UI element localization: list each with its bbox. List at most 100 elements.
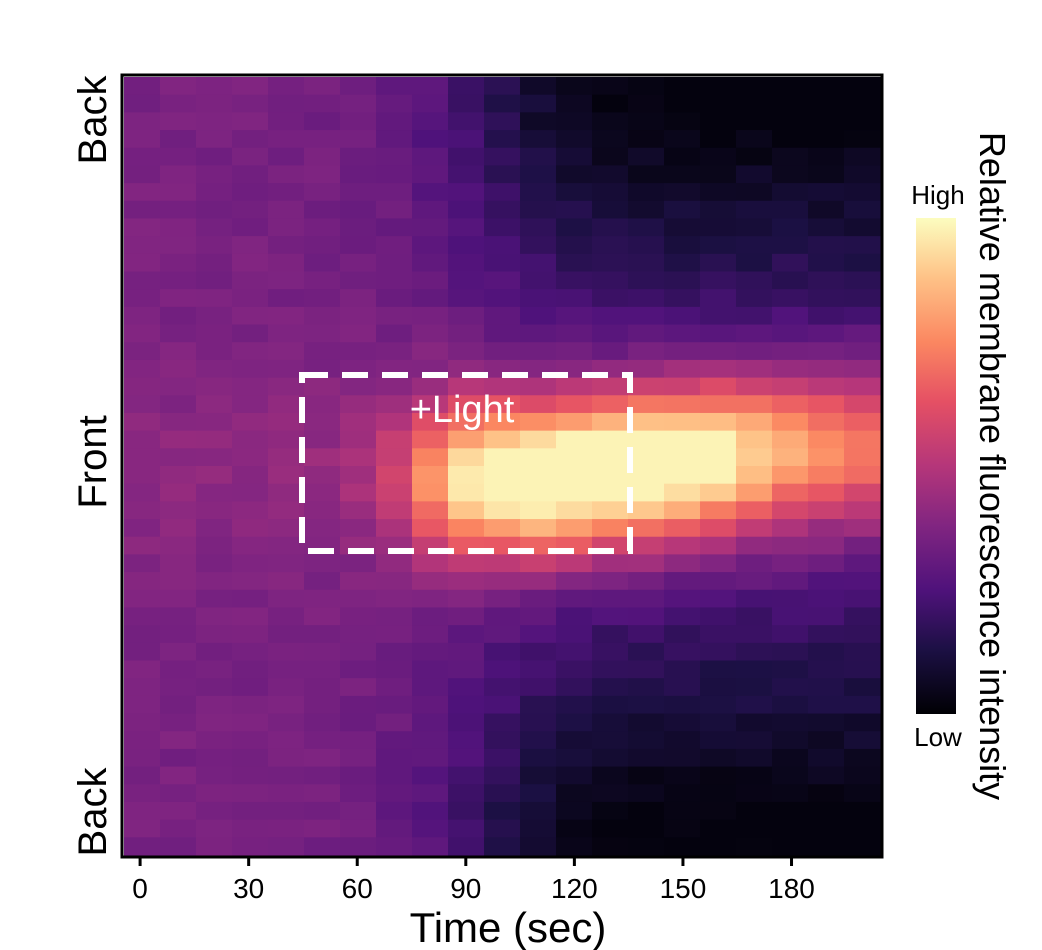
- heatmap-cell: [664, 607, 701, 626]
- heatmap-cell: [340, 324, 377, 343]
- heatmap-cell: [124, 412, 161, 432]
- heatmap-cell: [556, 289, 593, 308]
- heatmap-cell: [556, 412, 593, 432]
- heatmap-cell: [376, 625, 413, 644]
- heatmap-cell: [628, 218, 665, 237]
- heatmap-cell: [412, 342, 449, 361]
- heatmap-cell: [196, 342, 233, 361]
- heatmap-cell: [340, 766, 377, 785]
- heatmap-cell: [232, 200, 269, 220]
- heatmap-cell: [232, 395, 269, 414]
- heatmap-cell: [700, 589, 737, 609]
- heatmap-cell: [844, 501, 881, 520]
- heatmap-cell: [556, 713, 593, 732]
- heatmap-cell: [160, 236, 197, 255]
- heatmap-cell: [268, 324, 305, 343]
- heatmap-cell: [412, 112, 449, 131]
- heatmap-cell: [772, 766, 809, 785]
- heatmap-cell: [412, 130, 449, 149]
- heatmap-cell: [196, 395, 233, 414]
- heatmap-cell: [484, 678, 521, 697]
- heatmap-cell: [844, 359, 881, 379]
- heatmap-cell: [844, 342, 881, 361]
- heatmap-cell: [304, 289, 341, 308]
- heatmap-cell: [808, 430, 845, 449]
- heatmap-cell: [808, 501, 845, 520]
- heatmap-cell: [736, 359, 773, 379]
- heatmap-cell: [412, 554, 449, 573]
- heatmap-cell: [520, 200, 557, 220]
- heatmap-cell: [844, 784, 881, 803]
- heatmap-cell: [124, 837, 161, 856]
- heatmap-cell: [808, 536, 845, 556]
- heatmap-cell: [124, 359, 161, 379]
- heatmap-cell: [772, 342, 809, 361]
- heatmap-cell: [160, 731, 197, 750]
- heatmap-cell: [268, 536, 305, 556]
- heatmap-cell: [700, 342, 737, 361]
- heatmap-cell: [592, 342, 629, 361]
- heatmap-cell: [736, 554, 773, 573]
- heatmap-cell: [592, 554, 629, 573]
- heatmap-cell: [340, 642, 377, 662]
- heatmap-cell: [412, 519, 449, 538]
- y-label-back-bottom: Back: [71, 767, 115, 857]
- heatmap-cell: [124, 625, 161, 644]
- heatmap-cell: [340, 695, 377, 715]
- heatmap-cell: [628, 483, 665, 502]
- heatmap-cell: [772, 483, 809, 502]
- heatmap-cell: [772, 395, 809, 414]
- heatmap-cell: [124, 289, 161, 308]
- heatmap-cell: [304, 236, 341, 255]
- heatmap-cell: [664, 218, 701, 237]
- heatmap-cell: [844, 289, 881, 308]
- x-axis-ticks: 0 30 60 90 120 150 180: [132, 857, 815, 904]
- heatmap-cell: [196, 642, 233, 662]
- heatmap-cell: [340, 837, 377, 856]
- heatmap-cell: [124, 660, 161, 679]
- heatmap-cell: [700, 430, 737, 449]
- heatmap-cell: [124, 731, 161, 750]
- heatmap-cell: [592, 519, 629, 538]
- heatmap-cell: [520, 130, 557, 149]
- heatmap-cell: [268, 306, 305, 326]
- heatmap-cell: [196, 112, 233, 131]
- heatmap-cell: [124, 766, 161, 785]
- heatmap-cell: [772, 819, 809, 838]
- heatmap-cell: [196, 784, 233, 803]
- heatmap-cell: [664, 801, 701, 821]
- heatmap-cell: [376, 466, 413, 485]
- heatmap-cell: [592, 466, 629, 485]
- heatmap-cell: [628, 412, 665, 432]
- heatmap-cell: [412, 678, 449, 697]
- heatmap-cell: [160, 519, 197, 538]
- heatmap-cell: [412, 377, 449, 396]
- heatmap-cell: [844, 819, 881, 838]
- heatmap-cell: [484, 607, 521, 626]
- heatmap-cell: [628, 642, 665, 662]
- heatmap-cell: [736, 289, 773, 308]
- heatmap-cell: [844, 713, 881, 732]
- heatmap-cell: [556, 678, 593, 697]
- heatmap-cell: [664, 253, 701, 273]
- heatmap-cell: [772, 324, 809, 343]
- heatmap-cell: [412, 819, 449, 838]
- heatmap-cell: [376, 77, 413, 96]
- heatmap-cell: [736, 678, 773, 697]
- heatmap-cell: [124, 589, 161, 609]
- heatmap-cell: [196, 306, 233, 326]
- heatmap-cell: [232, 554, 269, 573]
- heatmap-cell: [412, 165, 449, 184]
- heatmap-cell: [268, 77, 305, 96]
- heatmap-cell: [160, 536, 197, 556]
- heatmap-cell: [592, 625, 629, 644]
- heatmap-cell: [844, 801, 881, 821]
- heatmap-cell: [592, 483, 629, 502]
- heatmap-cell: [124, 395, 161, 414]
- heatmap-cell: [412, 324, 449, 343]
- heatmap-cell: [340, 112, 377, 131]
- heatmap-cell: [340, 94, 377, 113]
- heatmap-cell: [232, 289, 269, 308]
- heatmap-cell: [232, 713, 269, 732]
- heatmap-cell: [268, 130, 305, 149]
